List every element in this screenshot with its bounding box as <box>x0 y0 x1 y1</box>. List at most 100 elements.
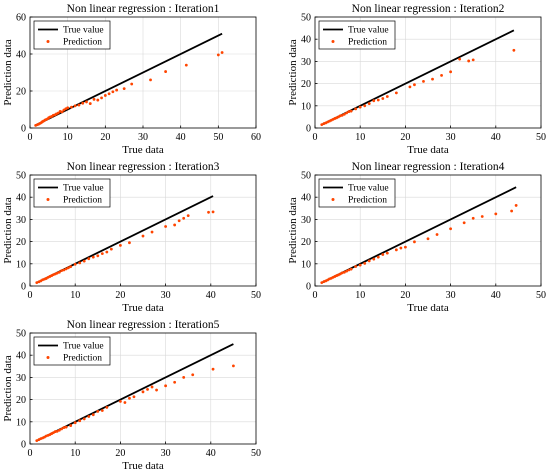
y-tick-label: 40 <box>301 193 311 204</box>
prediction-point <box>422 79 425 83</box>
prediction-point <box>91 255 95 259</box>
prediction-point <box>128 396 131 400</box>
x-tick-label: 0 <box>313 132 318 143</box>
x-tick-label: 10 <box>70 448 80 459</box>
prediction-point <box>82 417 86 421</box>
x-tick-label: 0 <box>28 132 33 143</box>
prediction-point <box>73 421 77 425</box>
prediction-point <box>347 110 351 113</box>
prediction-point <box>55 429 59 433</box>
y-tick-label: 0 <box>21 282 26 293</box>
x-tick-label: 0 <box>313 290 318 301</box>
prediction-point <box>105 405 109 409</box>
legend-label-prediction: Prediction <box>63 354 102 364</box>
prediction-point <box>358 263 362 267</box>
legend-label-true-value: True value <box>63 184 104 194</box>
prediction-point <box>354 265 358 268</box>
prediction-point <box>494 212 498 216</box>
prediction-point <box>232 364 235 368</box>
prediction-point <box>342 112 346 116</box>
prediction-point <box>347 268 351 272</box>
prediction-point <box>186 214 190 218</box>
prediction-point <box>57 270 61 274</box>
prediction-point <box>413 240 416 244</box>
prediction-point <box>164 384 168 388</box>
true-value-line <box>35 32 223 127</box>
prediction-point <box>67 266 70 270</box>
axes-frame <box>29 332 257 445</box>
legend: True value Prediction <box>33 178 111 208</box>
x-tick-label: 10 <box>63 132 73 143</box>
x-axis-label: True data <box>407 144 449 156</box>
chart-panel-2: 0 10 20 30 40 50 0 10 20 30 40 50 Non linear regress… <box>287 3 546 156</box>
prediction-point <box>510 209 514 213</box>
legend-marker-swatch <box>46 356 50 359</box>
y-tick-label: 40 <box>16 50 26 61</box>
y-tick-label: 20 <box>301 79 311 90</box>
prediction-point <box>480 215 484 218</box>
prediction-point <box>349 109 353 113</box>
x-tick-label: 40 <box>491 132 501 143</box>
y-tick-label: 40 <box>16 193 26 204</box>
prediction-point <box>367 259 371 263</box>
legend: True value Prediction <box>318 20 396 50</box>
y-tick-label: 0 <box>306 124 311 135</box>
prediction-point <box>358 105 362 109</box>
prediction-point <box>56 111 60 115</box>
chart-panel-4: 0 10 20 30 40 50 0 10 20 30 40 50 Non linear regress… <box>287 161 546 314</box>
y-tick-label: 50 <box>301 13 311 24</box>
x-tick-label: 30 <box>138 132 148 143</box>
prediction-point <box>70 105 73 109</box>
prediction-point <box>155 388 158 392</box>
true-value-line <box>321 29 515 126</box>
prediction-point <box>35 439 39 443</box>
y-axis-label: Prediction data <box>2 197 14 263</box>
y-tick-label: 20 <box>16 87 26 98</box>
x-tick-label: 50 <box>251 290 261 301</box>
prediction-point <box>60 427 64 431</box>
chart-title: Non linear regression : Iteration3 <box>67 161 220 173</box>
y-tick-label: 50 <box>301 171 311 182</box>
prediction-point <box>115 88 119 92</box>
y-tick-label: 10 <box>301 101 311 112</box>
y-tick-label: 40 <box>301 35 311 46</box>
y-tick-label: 40 <box>16 351 26 362</box>
y-tick-label: 0 <box>21 124 26 135</box>
prediction-point <box>462 221 466 225</box>
x-tick-label: 20 <box>400 132 410 143</box>
prediction-point <box>340 113 344 117</box>
legend-box <box>318 178 396 208</box>
prediction-point <box>514 204 518 207</box>
y-tick-label: 60 <box>16 13 26 24</box>
prediction-point <box>426 237 430 241</box>
legend-label-true-value: True value <box>63 26 104 36</box>
chart-title: Non linear regression : Iteration2 <box>352 3 505 15</box>
prediction-point <box>69 265 73 269</box>
prediction-point <box>141 234 145 238</box>
legend-label-prediction: Prediction <box>348 38 387 48</box>
x-tick-label: 30 <box>161 290 171 301</box>
prediction-point <box>385 95 389 98</box>
prediction-point <box>372 99 376 103</box>
y-tick-label: 10 <box>301 259 311 270</box>
prediction-point <box>435 233 439 236</box>
y-tick-label: 20 <box>16 237 26 248</box>
prediction-point <box>62 268 66 272</box>
prediction-point <box>440 73 443 77</box>
prediction-point <box>100 252 104 255</box>
prediction-point <box>66 106 70 110</box>
prediction-point <box>207 210 210 214</box>
prediction-point <box>363 261 367 265</box>
x-tick-label: 50 <box>536 290 546 301</box>
prediction-point <box>381 253 385 256</box>
prediction-point <box>184 63 188 67</box>
prediction-point <box>354 107 358 111</box>
prediction-point <box>150 385 154 389</box>
x-tick-label: 20 <box>115 290 125 301</box>
prediction-point <box>77 103 81 107</box>
x-tick-label: 20 <box>100 132 110 143</box>
legend: True value Prediction <box>33 20 111 50</box>
true-value-line <box>321 186 517 284</box>
legend: True value Prediction <box>33 336 111 366</box>
